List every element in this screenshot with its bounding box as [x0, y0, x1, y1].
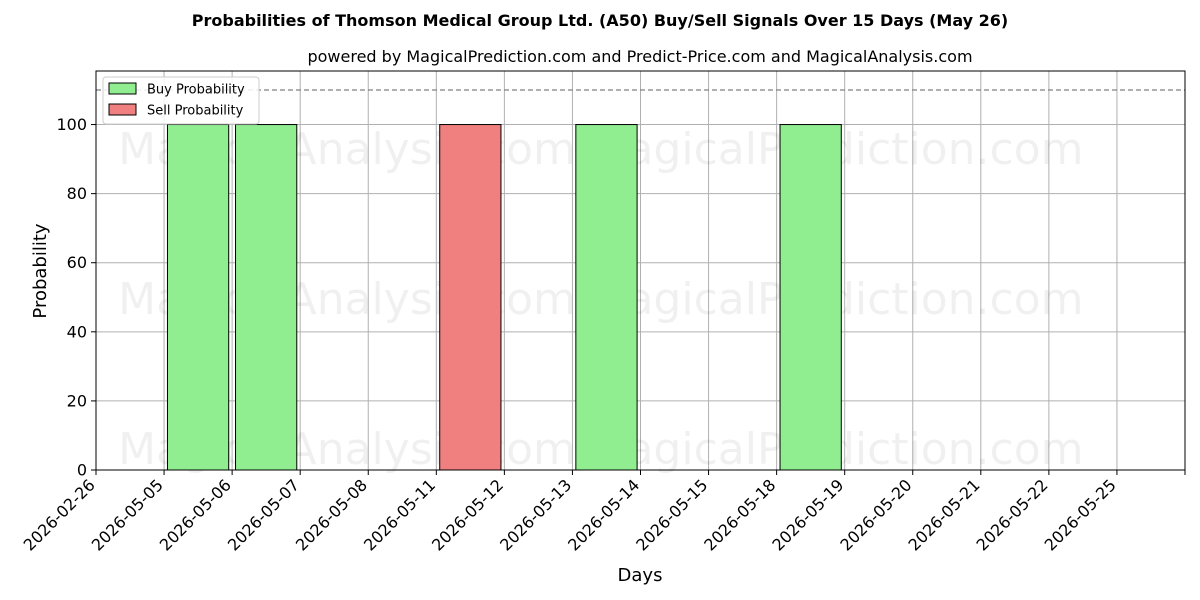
x-tick-labels: 2026-02-262026-05-052026-05-062026-05-07…	[20, 470, 1186, 555]
x-tick-label: 2026-05-05	[88, 475, 167, 554]
y-tick-label: 60	[67, 253, 87, 272]
x-tick-label: 2026-05-08	[292, 475, 371, 554]
x-tick-label: 2026-05-25	[1041, 475, 1120, 554]
x-tick-label: 2026-05-20	[836, 475, 915, 554]
x-axis-label: Days	[618, 565, 663, 586]
legend-entry: Sell Probability	[147, 104, 244, 119]
legend-swatch	[108, 103, 137, 116]
legend: Buy Probability Sell Probability	[102, 76, 260, 125]
x-tick-label: 2026-05-12	[428, 475, 507, 554]
y-tick-labels: 0 20 40 60 80 100	[56, 115, 96, 480]
x-tick-label: 2026-02-26	[20, 475, 99, 554]
chart-title: Probabilities of Thomson Medical Group L…	[192, 11, 1008, 30]
bar-buy-probability	[779, 124, 842, 471]
bar-buy-probability	[235, 124, 298, 471]
bar-buy-probability	[166, 124, 230, 471]
legend-box	[102, 76, 260, 125]
x-tick-label: 2026-05-19	[768, 475, 847, 554]
x-tick-label: 2026-05-22	[973, 475, 1052, 554]
y-tick-label: 100	[56, 115, 87, 134]
x-tick-label: 2026-05-06	[156, 475, 235, 554]
x-tick-label: 2026-05-14	[564, 475, 643, 554]
y-tick-label: 0	[77, 461, 87, 480]
y-axis-label: Probability	[30, 223, 51, 318]
chart-subtitle: powered by MagicalPrediction.com and Pre…	[307, 47, 972, 66]
legend-entry: Buy Probability	[147, 83, 245, 98]
x-tick-label: 2026-05-13	[496, 475, 575, 554]
legend-swatch	[108, 82, 137, 95]
y-tick-label: 20	[67, 391, 87, 410]
y-tick-label: 80	[67, 184, 87, 203]
x-tick-label: 2026-05-07	[224, 475, 303, 554]
x-tick-label: 2026-05-15	[632, 475, 711, 554]
bar-buy-probability	[575, 124, 638, 471]
x-tick-label: 2026-05-11	[360, 475, 439, 554]
x-tick-label: 2026-05-21	[904, 475, 983, 554]
x-tick-label: 2026-05-18	[700, 475, 779, 554]
y-tick-label: 40	[67, 322, 87, 341]
bar-sell-probability	[439, 124, 502, 471]
bars	[166, 124, 842, 471]
